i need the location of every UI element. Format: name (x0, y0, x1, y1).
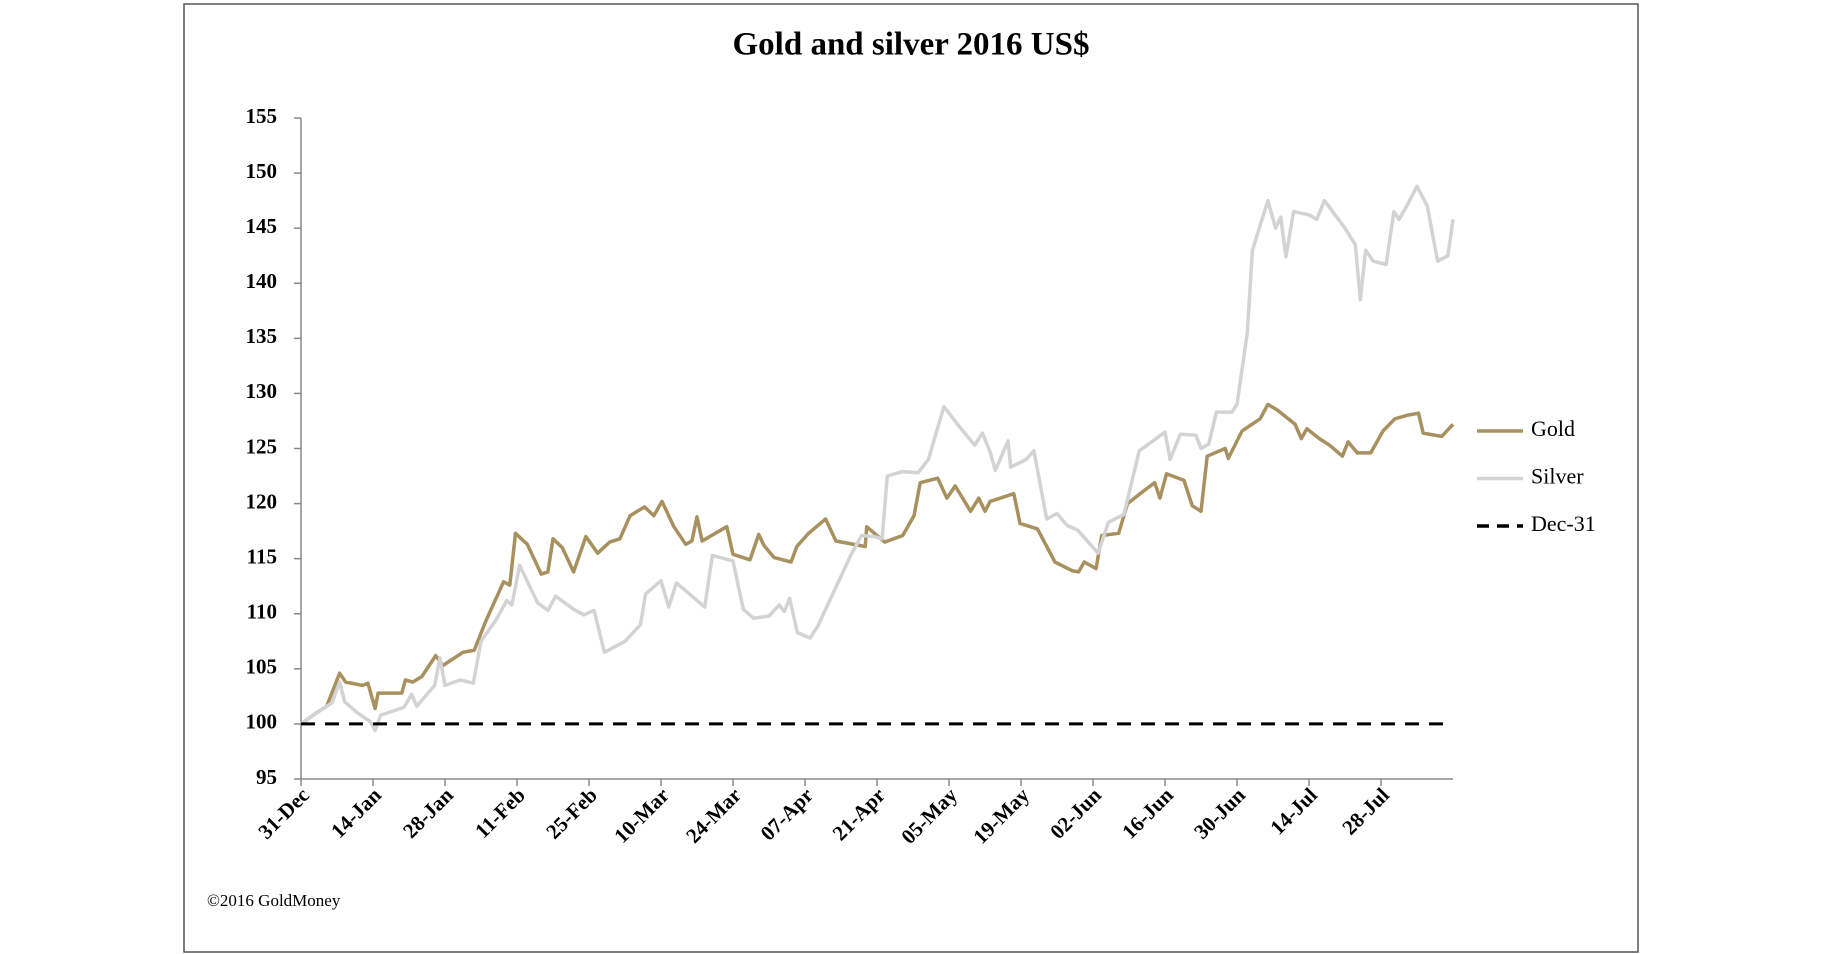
y-tick-label: 95 (256, 765, 277, 789)
x-tick-label: 24-Mar (681, 783, 746, 848)
footer: ©2016 GoldMoney (207, 891, 341, 910)
x-tick-label: 05-May (896, 783, 962, 849)
x-tick-label: 14-Jan (326, 783, 386, 843)
y-tick-label: 100 (246, 710, 278, 734)
y-tick-label: 155 (246, 104, 278, 128)
y-tick-label: 120 (246, 489, 278, 513)
x-tick-label: 28-Jul (1337, 783, 1394, 840)
chart-frame (183, 3, 1639, 953)
legend-label: Silver (1531, 464, 1584, 489)
x-tick-label: 10-Mar (609, 783, 674, 848)
legend-label: Gold (1531, 416, 1575, 441)
x-tick-label: 14-Jul (1265, 783, 1322, 840)
y-tick-label: 130 (246, 379, 278, 403)
legend-label: Dec-31 (1531, 511, 1596, 536)
y-tick-label: 125 (246, 434, 278, 458)
y-tick-label: 140 (246, 269, 278, 293)
chart-title: Gold and silver 2016 US$ (733, 27, 1090, 63)
x-tick-label: 19-May (968, 783, 1034, 849)
y-tick-label: 145 (246, 214, 278, 238)
x-tick-label: 25-Feb (541, 783, 602, 844)
series-line (299, 184, 1455, 733)
x-tick-label: 30-Jun (1189, 783, 1250, 844)
x-tick-label: 07-Apr (756, 783, 818, 845)
x-tick-label: 28-Jan (398, 783, 458, 843)
y-tick-label: 135 (246, 324, 278, 348)
x-tick-label: 31-Dec (253, 783, 314, 844)
x-tick-label: 02-Jun (1045, 783, 1106, 844)
y-tick-label: 150 (246, 159, 278, 183)
y-tick-label: 115 (247, 544, 277, 568)
y-tick-label: 105 (246, 655, 278, 679)
series-line (299, 402, 1455, 726)
y-tick-label: 110 (247, 600, 277, 624)
x-tick-label: 11-Feb (470, 783, 530, 843)
x-tick-label: 16-Jun (1117, 783, 1178, 844)
x-tick-label: 21-Apr (828, 783, 890, 845)
